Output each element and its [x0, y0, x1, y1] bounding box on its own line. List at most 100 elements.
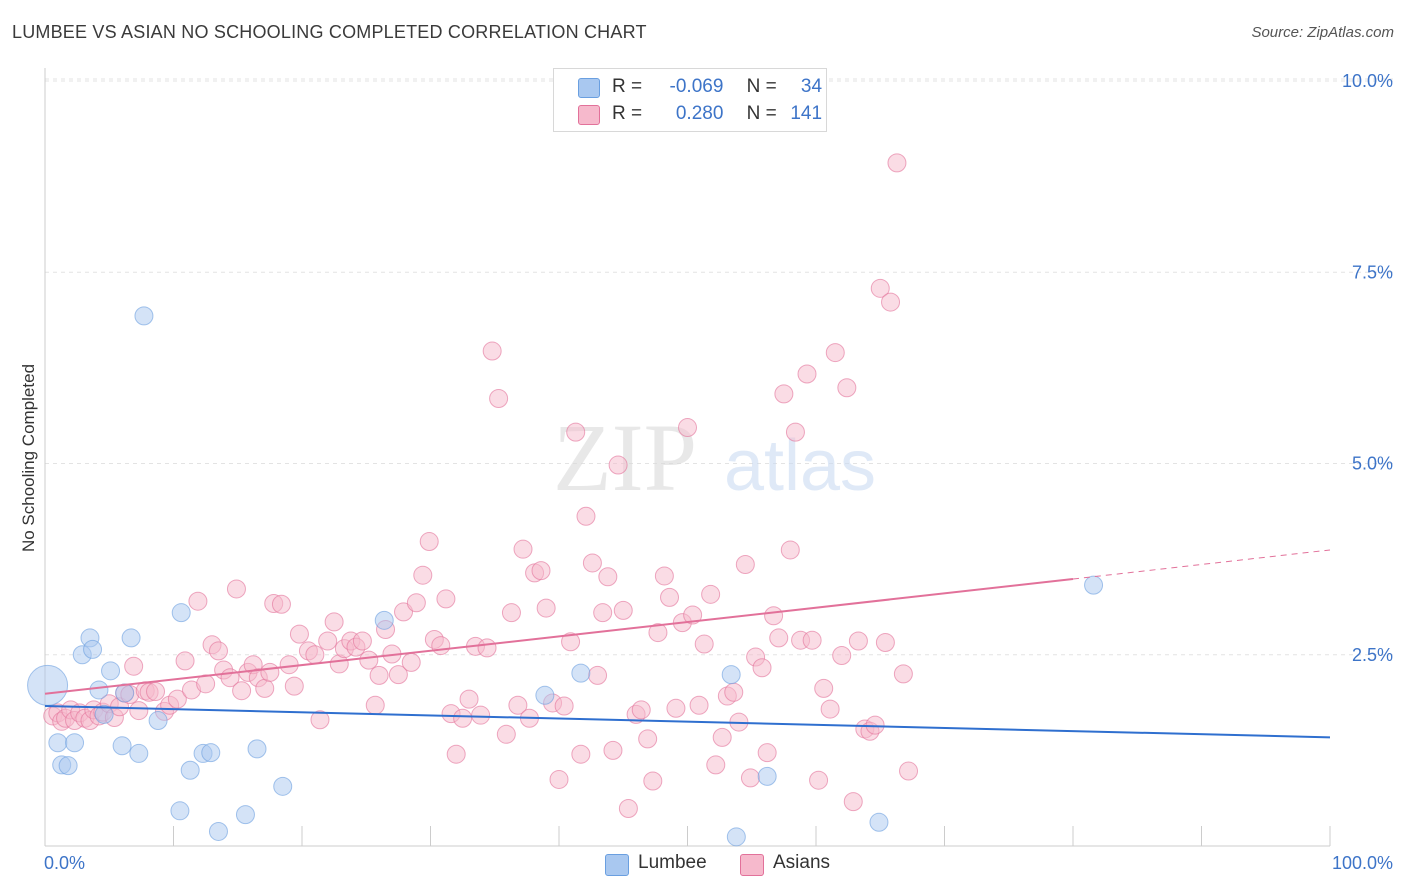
data-point-asians — [260, 662, 280, 682]
legend-r-label: R = — [612, 76, 643, 97]
tick-labels: 2.5% 5.0% 7.5% 10.0% 0.0% 100.0% — [44, 71, 1393, 873]
data-point-asians — [832, 646, 852, 666]
data-point-asians — [531, 561, 551, 581]
legend-row-lumbee: R = -0.069 N = 34 — [612, 76, 822, 98]
data-point-asians — [289, 624, 309, 644]
data-point-asians — [310, 710, 330, 730]
data-point-asians — [643, 771, 663, 791]
data-point-asians — [124, 656, 144, 676]
data-point-asians — [419, 532, 439, 552]
data-point-asians — [255, 678, 275, 698]
data-point-asians — [893, 664, 913, 684]
data-point-lumbee — [374, 610, 394, 630]
data-point-asians — [598, 567, 618, 587]
trend-line-lumbee — [44, 705, 1331, 739]
data-point-lumbee — [571, 663, 591, 683]
data-point-asians — [666, 698, 686, 718]
chart-title: LUMBEE VS ASIAN NO SCHOOLING COMPLETED C… — [12, 22, 647, 42]
data-point-asians — [459, 689, 479, 709]
legend-swatch-lumbee — [578, 78, 600, 98]
data-point-asians — [279, 655, 299, 675]
data-point-asians — [757, 743, 777, 763]
data-point-asians — [188, 591, 208, 611]
data-point-asians — [870, 278, 890, 298]
data-point-asians — [802, 630, 822, 650]
data-point-lumbee — [101, 661, 121, 681]
data-point-asians — [588, 665, 608, 685]
legend-r-value: 0.280 — [675, 103, 724, 124]
data-point-lumbee — [65, 733, 85, 753]
data-point-asians — [271, 594, 291, 614]
data-point-asians — [735, 554, 755, 574]
data-point-asians — [446, 744, 466, 764]
data-point-asians — [660, 587, 680, 607]
correlation-legend: R = -0.069 N = 34 R = 0.280 N = 141 — [553, 68, 827, 132]
data-point-asians — [549, 769, 569, 789]
data-point-asians — [489, 388, 509, 408]
y-axis-label: No Schooling Completed — [19, 363, 38, 553]
bottom-legend-swatch-asians — [740, 854, 764, 876]
data-point-asians — [413, 565, 433, 585]
data-point-lumbee — [1084, 575, 1104, 595]
data-point-asians — [654, 566, 674, 586]
data-point-asians — [576, 506, 596, 526]
data-point-asians — [881, 292, 901, 312]
data-point-lumbee — [869, 812, 889, 832]
data-point-asians — [843, 792, 863, 812]
data-point-asians — [566, 422, 586, 442]
data-point-asians — [401, 652, 421, 672]
data-point-lumbee — [94, 704, 114, 724]
data-point-asians — [554, 696, 574, 716]
data-points — [27, 153, 1104, 847]
data-point-lumbee — [721, 665, 741, 685]
data-point-asians — [324, 612, 344, 632]
data-point-lumbee — [235, 805, 255, 825]
data-point-asians — [618, 799, 638, 819]
data-point-lumbee — [115, 683, 135, 703]
data-point-asians — [196, 674, 216, 694]
data-point-asians — [689, 695, 709, 715]
data-point-lumbee — [201, 743, 221, 763]
data-point-asians — [631, 700, 651, 720]
data-point-asians — [501, 603, 521, 623]
trend-line-asians-extension — [1072, 549, 1331, 580]
data-point-asians — [582, 553, 602, 573]
data-point-asians — [814, 678, 834, 698]
trend-lines — [44, 549, 1331, 739]
data-point-asians — [369, 665, 389, 685]
data-point-asians — [232, 681, 252, 701]
data-point-lumbee — [247, 739, 267, 759]
data-point-asians — [513, 539, 533, 559]
data-point-lumbee — [134, 306, 154, 326]
legend-r-label: R = — [612, 103, 643, 124]
bottom-legend-asians: Asians — [773, 852, 831, 873]
data-point-lumbee — [58, 756, 78, 776]
data-point-lumbee — [129, 743, 149, 763]
data-point-asians — [146, 681, 166, 701]
data-point-asians — [837, 378, 857, 398]
data-point-lumbee — [121, 628, 141, 648]
data-point-asians — [638, 729, 658, 749]
data-point-asians — [284, 676, 304, 696]
data-point-asians — [774, 384, 794, 404]
y-tick-label: 5.0% — [1352, 454, 1393, 474]
data-point-asians — [536, 598, 556, 618]
legend-n-label: N = — [746, 76, 777, 97]
data-point-asians — [129, 701, 149, 721]
data-point-asians — [561, 632, 581, 652]
data-point-asians — [683, 605, 703, 625]
data-point-asians — [809, 770, 829, 790]
data-point-asians — [899, 761, 919, 781]
legend-n-label: N = — [746, 103, 777, 124]
data-point-asians — [875, 633, 895, 653]
data-point-asians — [482, 341, 502, 361]
data-point-asians — [394, 602, 414, 622]
data-point-asians — [365, 695, 385, 715]
data-point-asians — [305, 645, 325, 665]
data-point-asians — [359, 650, 379, 670]
data-point-asians — [740, 768, 760, 788]
data-point-asians — [226, 579, 246, 599]
y-tick-label: 2.5% — [1352, 645, 1393, 665]
legend-row-asians: R = 0.280 N = 141 — [612, 103, 822, 125]
data-point-asians — [785, 422, 805, 442]
